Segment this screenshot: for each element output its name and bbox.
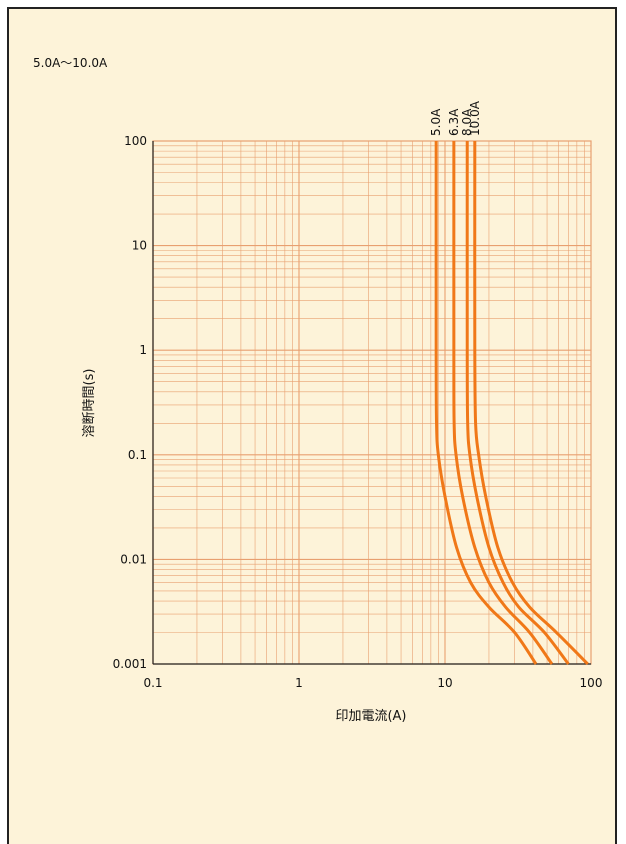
y-tick-label: 0.1 xyxy=(128,448,147,462)
chart-tick-labels: 0.1 1 10 100 0.001 0.01 0.1 1 10 100 xyxy=(113,134,603,690)
series-label: 6.3A xyxy=(447,108,461,136)
series-label: 8.0A xyxy=(460,108,474,136)
series-line-8-0A xyxy=(465,140,570,665)
y-tick-label: 1 xyxy=(139,343,147,357)
y-tick-label: 100 xyxy=(124,134,147,148)
y-tick-label: 0.001 xyxy=(113,657,147,671)
y-tick-label: 0.01 xyxy=(120,552,147,566)
series-label: 10.0A xyxy=(468,100,482,136)
x-tick-label: 100 xyxy=(580,676,603,690)
x-axis-label: 印加電流(A) xyxy=(335,709,406,724)
y-tick-label: 10 xyxy=(132,239,147,253)
plot-area xyxy=(153,141,591,664)
y-axis-label: 溶断時間(s) xyxy=(82,369,97,438)
x-tick-label: 1 xyxy=(295,676,303,690)
chart-grid xyxy=(152,140,592,665)
chart-curves xyxy=(434,140,589,666)
series-line-6-3A xyxy=(452,140,554,665)
series-line-5-0A xyxy=(434,140,538,665)
chart-title: 5.0A〜10.0A xyxy=(33,56,108,70)
series-label: 5.0A xyxy=(429,108,443,136)
x-tick-label: 0.1 xyxy=(143,676,162,690)
series-line-10-0A xyxy=(473,140,589,666)
x-tick-label: 10 xyxy=(437,676,452,690)
